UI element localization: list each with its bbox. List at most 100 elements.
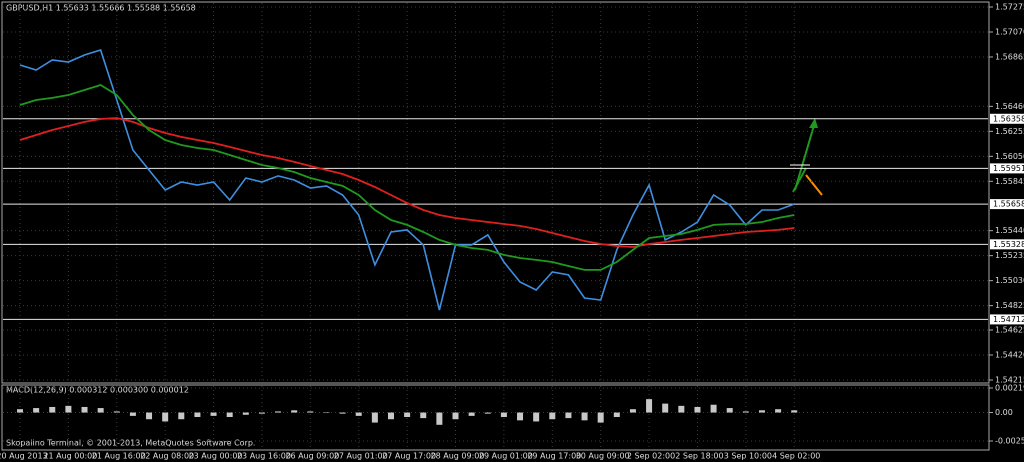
level-label: 1.56358 [993, 114, 1024, 123]
histogram-bar [355, 412, 362, 416]
x-tick-label: 29 Aug 01:00 [479, 452, 533, 461]
x-tick-label: 3 Sep 10:00 [724, 452, 772, 461]
histogram-bar [17, 409, 23, 413]
x-tick-label: 22 Aug 08:00 [140, 452, 194, 461]
y-tick-label: 1.57070 [995, 27, 1024, 36]
histogram-bar [162, 412, 169, 422]
histogram-bar [581, 412, 588, 421]
histogram-bar [742, 411, 749, 413]
histogram-bar [775, 409, 782, 413]
histogram-bar [242, 412, 249, 415]
y-tick-label: 1.55440 [995, 226, 1024, 235]
x-tick-label: 29 Aug 17:00 [527, 452, 581, 461]
arrow [794, 121, 816, 191]
histogram-bar [129, 412, 136, 416]
histogram-bar [452, 412, 459, 420]
histogram-bar [597, 412, 604, 423]
level-tag [990, 314, 1024, 325]
histogram-bar [613, 412, 620, 417]
histogram-bar [371, 412, 378, 423]
level-label: 1.55951 [993, 164, 1024, 173]
histogram-bar [258, 412, 265, 414]
histogram-bar [420, 412, 427, 419]
histogram-bar [49, 406, 56, 413]
histogram-bar [97, 408, 104, 413]
histogram-bar [517, 412, 524, 421]
histogram-bar [710, 404, 717, 413]
y-tick-label: 1.55235 [995, 251, 1024, 260]
y-tick-label: 1.56255 [995, 127, 1024, 136]
y-tick-label: 0.002199 [995, 384, 1024, 393]
histogram-bar [678, 405, 685, 413]
histogram-bar [33, 408, 40, 413]
y-tick-label: 0.00 [995, 408, 1013, 417]
histogram-bar [65, 405, 72, 413]
y-tick-label: 1.55030 [995, 276, 1024, 285]
y-tick-label: 1.57275 [995, 3, 1024, 12]
histogram-bar [178, 412, 185, 420]
histogram-bar [468, 412, 475, 416]
histogram-bar [226, 412, 233, 417]
arrow-head [809, 118, 818, 128]
x-tick-label: 2 Sep 02:00 [627, 452, 675, 461]
y-tick-label: 1.54625 [995, 326, 1024, 335]
level-label: 1.55328 [993, 240, 1024, 249]
x-tick-label: 27 Aug 17:00 [382, 452, 436, 461]
histogram-bar [146, 412, 153, 420]
histogram-bar [500, 412, 507, 417]
y-tick-label: 1.56050 [995, 152, 1024, 161]
x-tick-label: 28 Aug 09:00 [431, 452, 485, 461]
x-tick-label: 20 Aug 2013 [0, 452, 48, 461]
histogram-bar [291, 410, 298, 413]
x-tick-label: 21 Aug 00:00 [43, 452, 97, 461]
histogram-bar [275, 411, 282, 413]
macd-frame [1, 384, 990, 451]
price-line [19, 49, 795, 311]
x-tick-label: 2 Sep 18:00 [675, 452, 723, 461]
level-tag [990, 113, 1024, 124]
y-tick-label: 1.54215 [995, 376, 1024, 385]
histogram-bar [339, 412, 346, 414]
price-line [19, 84, 795, 271]
x-tick-label: 23 Aug 00:00 [189, 452, 243, 461]
macd-title: MACD(12,26,9) 0.000312 0.000300 0.000012 [6, 386, 189, 395]
histogram-bar [694, 406, 701, 413]
histogram-bar [646, 399, 653, 413]
y-tick-label: 1.56865 [995, 52, 1024, 61]
histogram-bar [629, 409, 636, 413]
price-frame [1, 1, 990, 384]
histogram-bar [436, 412, 443, 425]
histogram-bar [387, 412, 394, 420]
x-tick-label: 23 Aug 16:00 [237, 452, 291, 461]
histogram-bar [323, 412, 330, 414]
level-label: 1.54712 [993, 315, 1024, 324]
x-tick-label: 27 Aug 01:00 [334, 452, 388, 461]
y-tick-label: 1.54825 [995, 301, 1024, 310]
histogram-bar [113, 411, 120, 413]
arrow [805, 174, 823, 196]
footer: Skopalino Terminal, © 2001-2013, MetaQuo… [6, 439, 255, 448]
y-tick-label: 1.54420 [995, 351, 1024, 360]
chart-title: GBPUSD,H1 1.55633 1.55666 1.55588 1.5565… [6, 4, 196, 13]
histogram-bar [484, 412, 491, 414]
histogram-bar [194, 412, 201, 417]
y-tick-label: 1.55845 [995, 177, 1024, 186]
level-label: 1.55658 [993, 200, 1024, 209]
level-tag [990, 163, 1024, 174]
y-tick-label: 1.56460 [995, 102, 1024, 111]
histogram-bar [791, 410, 798, 413]
price-line [19, 117, 795, 248]
level-tag [990, 239, 1024, 250]
histogram-bar [565, 412, 572, 419]
x-tick-label: 4 Sep 02:00 [772, 452, 820, 461]
arrow [792, 167, 807, 193]
histogram-bar [726, 408, 733, 413]
annotation-arrows [790, 118, 823, 196]
histogram-bar [758, 410, 765, 413]
y-tick-label: -0.002551 [995, 437, 1024, 446]
histogram-bar [549, 412, 556, 420]
histogram-bar [404, 412, 411, 417]
x-tick-label: 21 Aug 16:00 [92, 452, 146, 461]
level-tag [990, 199, 1024, 210]
